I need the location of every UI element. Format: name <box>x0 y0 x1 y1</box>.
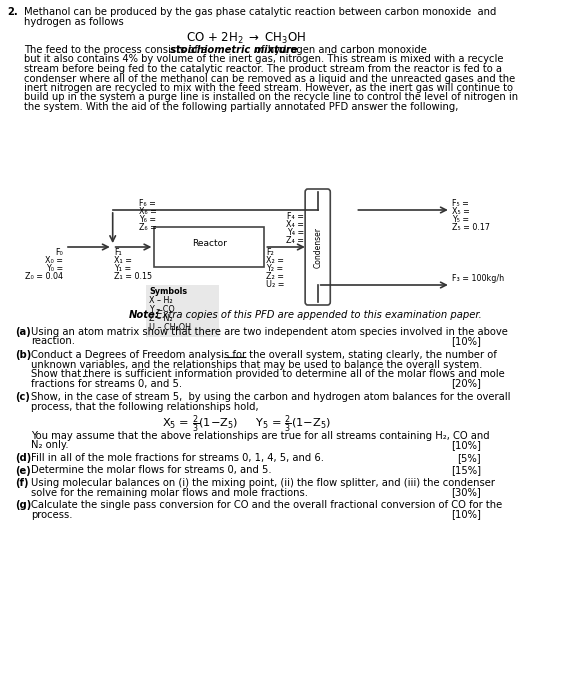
Text: 2.: 2. <box>7 7 18 17</box>
Text: the system. With the aid of the following partially annotated PFD answer the fol: the system. With the aid of the followin… <box>24 102 458 112</box>
Text: Conduct a Degrees of Freedom analysis for the overall system, stating clearly, t: Conduct a Degrees of Freedom analysis fo… <box>31 350 497 360</box>
Text: Note:: Note: <box>128 310 159 320</box>
Text: F₅ =: F₅ = <box>453 199 469 208</box>
Text: (g): (g) <box>15 500 32 510</box>
Text: X₀ =: X₀ = <box>45 256 63 265</box>
Text: Y – CO: Y – CO <box>149 305 175 314</box>
Text: (f): (f) <box>15 478 29 488</box>
Text: F₄ =: F₄ = <box>287 212 304 221</box>
Text: [20%]: [20%] <box>451 379 481 389</box>
Text: Reactor: Reactor <box>192 239 227 248</box>
Text: You may assume that the above relationships are true for all streams containing : You may assume that the above relationsh… <box>31 431 490 441</box>
Text: but it also contains 4% by volume of the inert gas, nitrogen. This stream is mix: but it also contains 4% by volume of the… <box>24 55 504 64</box>
Bar <box>145 285 219 337</box>
Text: stoichiometric mixture: stoichiometric mixture <box>170 45 298 55</box>
Text: Using an atom matrix show that there are two independent atom species involved i: Using an atom matrix show that there are… <box>31 327 508 337</box>
Text: X₄ =: X₄ = <box>286 220 304 229</box>
Text: X₅ =: X₅ = <box>453 207 470 216</box>
Text: condenser where all of the methanol can be removed as a liquid and the unreacted: condenser where all of the methanol can … <box>24 74 516 83</box>
Text: [10%]: [10%] <box>451 440 481 451</box>
Text: F₂: F₂ <box>266 248 274 257</box>
Text: Using molecular balances on (i) the mixing point, (ii) the flow splitter, and (i: Using molecular balances on (i) the mixi… <box>31 478 495 488</box>
Text: U₂ =: U₂ = <box>266 280 285 289</box>
Text: Z – N₂: Z – N₂ <box>149 314 173 323</box>
Text: Y₁ =: Y₁ = <box>114 264 132 273</box>
Text: [15%]: [15%] <box>451 466 481 475</box>
Text: F₀: F₀ <box>56 248 63 257</box>
Text: Y₆ =: Y₆ = <box>139 215 156 224</box>
Text: Y₅ =: Y₅ = <box>453 215 470 224</box>
Text: [30%]: [30%] <box>452 487 481 498</box>
Text: F₁: F₁ <box>114 248 122 257</box>
Text: The feed to the process consists of a: The feed to the process consists of a <box>24 45 211 55</box>
Text: fractions for streams 0, and 5.: fractions for streams 0, and 5. <box>31 379 182 389</box>
Bar <box>154 227 264 267</box>
Text: X$_5$ = $\frac{2}{3}$(1$-$Z$_5$)     Y$_5$ = $\frac{2}{3}$(1$-$Z$_5$): X$_5$ = $\frac{2}{3}$(1$-$Z$_5$) Y$_5$ =… <box>162 413 331 435</box>
Text: [10%]: [10%] <box>451 510 481 519</box>
Text: Y₄ =: Y₄ = <box>287 228 304 237</box>
Text: U – CH₃OH: U – CH₃OH <box>149 323 191 332</box>
Text: Z₅ = 0.17: Z₅ = 0.17 <box>453 223 491 232</box>
Text: (b): (b) <box>15 350 32 360</box>
Text: Extra copies of this PFD are appended to this examination paper.: Extra copies of this PFD are appended to… <box>153 310 481 320</box>
Text: process, that the following relationships hold,: process, that the following relationship… <box>31 402 259 412</box>
Text: X₁ =: X₁ = <box>114 256 132 265</box>
Text: solve for the remaining molar flows and mole fractions.: solve for the remaining molar flows and … <box>31 487 308 498</box>
Text: (e): (e) <box>15 466 31 475</box>
Text: Y₂ =: Y₂ = <box>266 264 283 273</box>
Text: inert nitrogen are recycled to mix with the feed stream. However, as the inert g: inert nitrogen are recycled to mix with … <box>24 83 513 93</box>
Text: Z₄ =: Z₄ = <box>286 236 304 245</box>
Text: Y₀ =: Y₀ = <box>46 264 63 273</box>
Text: Show, in the case of stream 5,  by using the carbon and hydrogen atom balances f: Show, in the case of stream 5, by using … <box>31 392 511 402</box>
Text: reaction.: reaction. <box>31 337 75 346</box>
Text: X₆ =: X₆ = <box>139 207 157 216</box>
Text: Z₁ = 0.15: Z₁ = 0.15 <box>114 272 153 281</box>
Text: Z₂ =: Z₂ = <box>266 272 284 281</box>
Text: X₂ =: X₂ = <box>266 256 284 265</box>
Text: N₂ only.: N₂ only. <box>31 440 69 451</box>
Text: Calculate the single pass conversion for CO and the overall fractional conversio: Calculate the single pass conversion for… <box>31 500 503 510</box>
Text: (a): (a) <box>15 327 31 337</box>
Text: (c): (c) <box>15 392 31 402</box>
Text: process.: process. <box>31 510 73 519</box>
Text: Show that there is sufficient information provided to determine all of the molar: Show that there is sufficient informatio… <box>31 369 505 379</box>
Text: of hydrogen and carbon monoxide: of hydrogen and carbon monoxide <box>252 45 427 55</box>
FancyBboxPatch shape <box>305 189 330 305</box>
Text: stream before being fed to the catalytic reactor. The product stream from the re: stream before being fed to the catalytic… <box>24 64 502 74</box>
Text: hydrogen as follows: hydrogen as follows <box>24 17 124 27</box>
Text: X – H₂: X – H₂ <box>149 296 173 305</box>
Text: [5%]: [5%] <box>457 453 481 463</box>
Text: CO + 2H$_2$ $\rightarrow$ CH$_3$OH: CO + 2H$_2$ $\rightarrow$ CH$_3$OH <box>186 31 306 46</box>
Text: [10%]: [10%] <box>451 337 481 346</box>
Text: Z₆ =: Z₆ = <box>139 223 157 232</box>
Text: Fill in all of the mole fractions for streams 0, 1, 4, 5, and 6.: Fill in all of the mole fractions for st… <box>31 453 324 463</box>
Text: unknown variables, and the relationships that may be used to balance the overall: unknown variables, and the relationships… <box>31 360 483 370</box>
Text: F₃ = 100kg/h: F₃ = 100kg/h <box>453 274 504 283</box>
Text: Z₀ = 0.04: Z₀ = 0.04 <box>26 272 63 281</box>
Text: (d): (d) <box>15 453 32 463</box>
Text: build up in the system a purge line is installed on the recycle line to control : build up in the system a purge line is i… <box>24 92 519 102</box>
Text: Symbols: Symbols <box>149 287 187 296</box>
Text: F₆ =: F₆ = <box>139 199 156 208</box>
Text: Condenser: Condenser <box>313 227 322 267</box>
Text: Determine the molar flows for streams 0, and 5.: Determine the molar flows for streams 0,… <box>31 466 272 475</box>
Text: Methanol can be produced by the gas phase catalytic reaction between carbon mono: Methanol can be produced by the gas phas… <box>24 7 496 17</box>
